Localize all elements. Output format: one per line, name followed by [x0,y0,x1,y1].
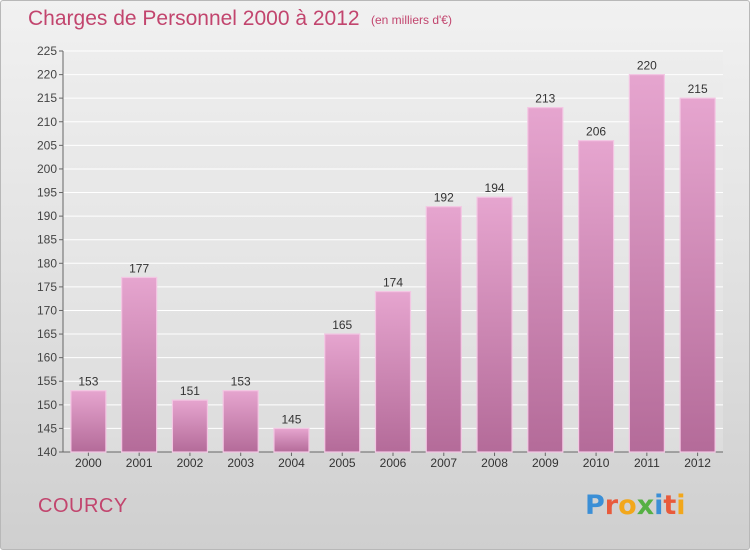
y-tick-label: 165 [37,327,57,341]
x-tick-label: 2006 [380,456,407,470]
data-label: 215 [688,82,708,96]
data-label: 174 [383,276,403,290]
y-tick-label: 205 [37,138,57,152]
data-label: 192 [434,191,454,205]
data-label: 151 [180,384,200,398]
data-label: 165 [332,318,352,332]
y-tick-label: 210 [37,115,57,129]
data-label: 213 [535,92,555,106]
bar-2007 [425,206,462,453]
x-tick-label: 2004 [278,456,305,470]
x-tick-label: 2003 [227,456,254,470]
x-tick-label: 2010 [583,456,610,470]
data-label: 177 [129,261,149,275]
y-tick-label: 140 [37,445,57,459]
y-tick-label: 200 [37,162,57,176]
y-tick-label: 175 [37,280,57,294]
y-tick-label: 225 [37,44,57,58]
proxiti-logo: Proxiti [585,490,686,521]
x-tick-label: 2000 [75,456,102,470]
data-label: 153 [231,375,251,389]
bar-2002 [171,399,209,453]
x-tick-label: 2007 [430,456,457,470]
bar-2006 [374,291,412,453]
x-tick-label: 2001 [126,456,153,470]
bar-2005 [324,333,361,453]
bar-2004 [273,427,310,453]
chart-subtitle: (en milliers d'€) [371,13,452,27]
y-tick-label: 185 [37,233,57,247]
y-tick-label: 220 [37,68,57,82]
data-label: 194 [485,181,505,195]
x-tick-label: 2009 [532,456,559,470]
y-tick-label: 160 [37,351,57,365]
chart-title: Charges de Personnel 2000 à 2012 [28,7,360,30]
y-tick-label: 145 [37,421,57,435]
y-tick-label: 190 [37,209,57,223]
bar-2008 [476,196,513,453]
x-tick-label: 2008 [481,456,508,470]
data-label: 220 [637,59,657,73]
bar-2010 [577,140,615,453]
data-label: 145 [281,412,301,426]
data-label: 206 [586,125,606,139]
y-tick-label: 215 [37,91,57,105]
x-tick-label: 2012 [684,456,711,470]
bar-2011 [628,73,665,453]
bar-2000 [70,390,107,453]
bar-2003 [222,390,259,453]
bar-2012 [679,97,716,453]
x-tick-label: 2002 [177,456,204,470]
y-tick-label: 170 [37,303,57,317]
y-tick-label: 195 [37,186,57,200]
bar-2009 [527,107,564,453]
y-tick-label: 180 [37,256,57,270]
bar-2001 [121,276,158,453]
x-tick-label: 2005 [329,456,356,470]
y-tick-label: 155 [37,374,57,388]
y-tick-label: 150 [37,398,57,412]
commune-name: COURCY [38,495,128,517]
x-tick-label: 2011 [634,456,660,470]
data-label: 153 [78,375,98,389]
